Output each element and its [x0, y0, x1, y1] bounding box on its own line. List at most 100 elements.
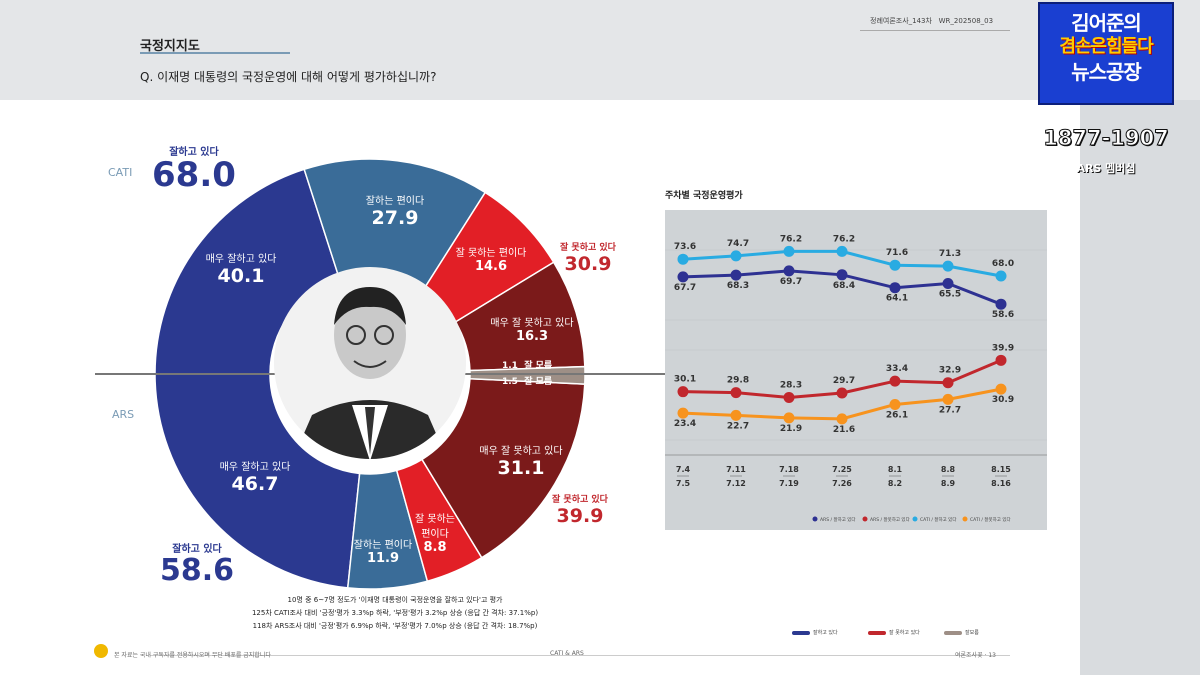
ars-unknown-label: 1.5 잘 모름	[502, 374, 552, 387]
data-label: 21.9	[780, 424, 802, 434]
legend-dot	[812, 516, 818, 522]
data-point	[677, 407, 689, 419]
legend-entry: CATI / 잘하고 있다	[920, 516, 957, 523]
segment-label: 매우 잘 못하고 있다	[479, 446, 563, 457]
cati-method-label: CATI	[108, 166, 133, 179]
x-tick-label: 8.9	[941, 479, 956, 488]
x-tick-label: 8.1	[888, 465, 903, 474]
data-point	[677, 386, 689, 398]
segment-label: 매우 잘하고 있다	[205, 254, 277, 265]
x-tick-label: 7.25	[832, 465, 852, 474]
segment-value: 46.7	[231, 473, 279, 495]
cati-positive-label: 잘하고 있다	[169, 147, 219, 158]
section-title: 국정지지도	[140, 39, 200, 54]
survey-round: 정례여론조사_143차	[870, 17, 932, 25]
data-label: 73.6	[674, 242, 696, 252]
segment-value: 11.9	[366, 551, 400, 566]
segment-value: 8.8	[423, 540, 447, 555]
data-label: 26.1	[886, 410, 908, 420]
ars-very-good-label: 매우 잘하고 있다 46.7	[200, 458, 310, 495]
data-point	[836, 413, 848, 425]
footer-divider	[150, 655, 1010, 656]
data-label: 29.7	[833, 376, 855, 386]
cati-very-good-label: 매우 잘하고 있다 40.1	[196, 250, 286, 287]
note-line: 10명 중 6~7명 정도가 '이재명 대통령이 국정운영을 잘하고 있다'고 …	[287, 596, 503, 604]
data-label: 33.4	[886, 364, 908, 374]
data-label: 65.5	[939, 290, 961, 300]
data-point	[783, 391, 795, 403]
x-tick-label: 8.16	[991, 479, 1011, 488]
data-point	[942, 377, 954, 389]
data-point	[730, 409, 742, 421]
ars-good-label: 잘하는 편이다 11.9	[338, 536, 428, 566]
ars-positive-total: 잘하고 있다 58.6	[160, 540, 234, 587]
data-point	[783, 412, 795, 424]
legend-dot	[862, 516, 868, 522]
x-tick-label: 8.2	[888, 479, 902, 488]
data-point	[889, 375, 901, 387]
segment-label: 잘하는 편이다	[353, 540, 413, 551]
segment-value: 1.1	[502, 361, 518, 371]
data-label: 39.9	[992, 343, 1014, 353]
data-label: 30.9	[992, 395, 1014, 405]
top-band	[0, 0, 1200, 100]
data-label: 27.7	[939, 405, 961, 415]
x-tick-label: 7.19	[779, 479, 799, 488]
weekly-trend-chart: 67.7 68.3 69.7 68.4 64.1 65.5 58.6 30.1 29.8 28.3…	[665, 234, 1047, 523]
data-point	[730, 269, 742, 281]
membership-label: ARS 멤버십	[1076, 162, 1136, 175]
note-line: 125차 CATI조사 대비 '긍정'평가 3.3%p 하락, '부정'평가 3…	[251, 609, 539, 617]
data-point	[942, 260, 954, 272]
legend-entry: CATI / 잘못하고 있다	[970, 516, 1011, 523]
title-underline	[140, 52, 290, 54]
data-point	[730, 250, 742, 262]
data-label: 71.3	[939, 249, 961, 259]
segment-value: 16.3	[515, 329, 549, 344]
data-label: 29.8	[727, 376, 749, 386]
membership-phone: 1877-1907	[1043, 126, 1170, 151]
data-point	[995, 354, 1007, 366]
data-label: 58.6	[992, 310, 1014, 320]
footer-right: 여론조사꽃 · 13	[955, 652, 996, 659]
data-label: 28.3	[780, 380, 802, 390]
x-tick-label: 7.12	[726, 479, 746, 488]
legend-dot	[912, 516, 918, 522]
data-point	[677, 253, 689, 265]
ars-positive-value: 58.6	[160, 553, 235, 588]
segment-label: 잘 모름	[524, 361, 553, 371]
legend-text: 잘 못하고 있다	[889, 630, 920, 636]
brand-line2: 겸손은힘들다	[1059, 36, 1153, 57]
trend-chart-title: 주차별 국정운영평가	[665, 191, 743, 201]
legend-dot	[962, 516, 968, 522]
cati-very-bad-label: 매우 잘 못하고 있다 16.3	[482, 314, 582, 344]
legend-swatch	[792, 630, 810, 635]
x-tick-label: 7.26	[832, 479, 852, 488]
data-point	[995, 383, 1007, 395]
segment-value: 14.6	[474, 259, 508, 274]
data-label: 67.7	[674, 283, 696, 293]
data-label: 69.7	[780, 277, 802, 287]
data-point	[889, 398, 901, 410]
data-point	[942, 278, 954, 289]
trend-chart-panel	[665, 210, 1047, 530]
segment-label: 매우 잘하고 있다	[219, 462, 291, 473]
legend-text: 잘하고 있다	[813, 630, 838, 636]
data-label: 32.9	[939, 366, 961, 376]
cati-negative-value: 30.9	[564, 253, 612, 275]
data-label: 22.7	[727, 421, 749, 431]
legend-good: 잘하고 있다	[792, 629, 838, 636]
x-tick-label: 7.11	[726, 465, 746, 474]
legend-swatch	[868, 630, 886, 635]
segment-label: 잘하는 편이다	[365, 196, 425, 207]
legend-bad: 잘 못하고 있다	[868, 629, 920, 636]
legend-entry: ARS / 잘못하고 있다	[870, 516, 911, 523]
segment-label: 잘 못하는 편이다	[455, 248, 527, 259]
segment-label-line2: 편이다	[421, 529, 449, 540]
segment-value: 27.9	[371, 207, 419, 229]
broadcast-logo: 김어준의 겸손은힘들다 뉴스공장	[1038, 2, 1174, 105]
x-tick-label: 7.4	[676, 465, 691, 474]
sun-logo-icon	[94, 644, 108, 658]
data-label: 30.1	[674, 375, 696, 385]
data-point	[836, 387, 848, 399]
ars-negative-label: 잘 못하고 있다	[552, 495, 608, 505]
